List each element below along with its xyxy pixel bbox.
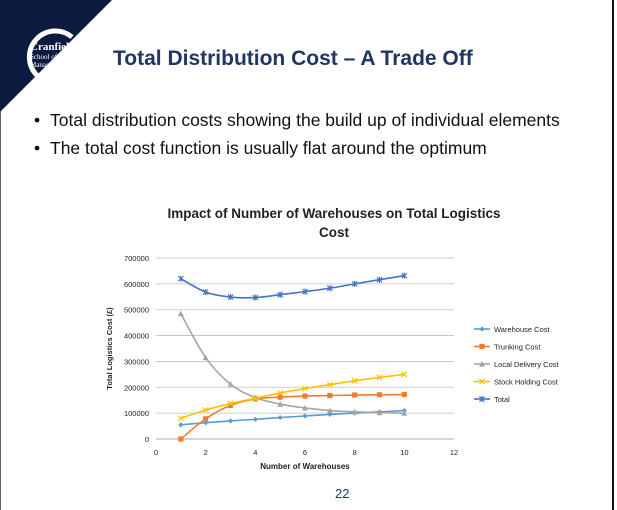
brand-line-3: Management xyxy=(30,61,67,69)
x-tick-label: 2 xyxy=(204,448,208,457)
brand-logo: Cranfield School of Management xyxy=(30,42,82,69)
data-point xyxy=(252,395,259,402)
series-line xyxy=(180,313,405,414)
x-tick-label: 0 xyxy=(154,448,158,457)
legend-swatch-marker xyxy=(479,395,485,403)
legend-swatch-marker xyxy=(479,360,485,367)
data-point xyxy=(327,392,333,399)
data-point xyxy=(401,272,408,279)
legend-swatch-marker xyxy=(479,326,485,332)
data-point xyxy=(227,293,234,301)
data-point xyxy=(227,418,234,424)
x-tick-label: 8 xyxy=(353,448,357,457)
data-point xyxy=(376,276,383,283)
legend-label: Warehouse Cost xyxy=(494,325,550,334)
data-point xyxy=(401,391,407,398)
data-point xyxy=(178,436,184,442)
logistics-cost-chart: Impact of Number of Warehouses on Total … xyxy=(105,206,560,471)
brand-line-1: Cranfield xyxy=(30,41,76,53)
data-point xyxy=(351,377,358,384)
data-point xyxy=(301,385,309,392)
chart-title-line: Impact of Number of Warehouses on Total … xyxy=(167,206,500,221)
brand-corner-shape xyxy=(0,0,112,112)
bullet-list: • Total distribution costs showing the bu… xyxy=(34,108,560,164)
legend-label: Stock Holding Cost xyxy=(494,378,559,387)
data-point xyxy=(252,294,259,301)
data-point xyxy=(277,394,283,400)
legend-label: Local Delivery Cost xyxy=(494,360,560,369)
data-point xyxy=(202,354,209,361)
series-line xyxy=(180,393,405,440)
data-point xyxy=(302,404,308,411)
data-point xyxy=(178,422,184,428)
data-point xyxy=(277,291,284,298)
slide-right-border xyxy=(612,0,614,510)
legend-swatch-marker xyxy=(478,378,486,385)
brand-line-2: School of xyxy=(30,53,58,61)
data-point xyxy=(376,374,383,381)
y-tick-label: 100000 xyxy=(124,409,149,418)
data-point xyxy=(326,407,333,414)
chart-title-line: Cost xyxy=(319,225,350,240)
y-tick-label: 700000 xyxy=(124,254,149,263)
data-point xyxy=(302,393,308,399)
series-line xyxy=(180,274,405,299)
x-tick-label: 6 xyxy=(303,448,307,457)
y-tick-label: 200000 xyxy=(124,383,149,392)
y-tick-label: 400000 xyxy=(124,332,149,341)
legend-label: Trunking Cost xyxy=(494,343,541,352)
data-point xyxy=(252,416,258,422)
data-point xyxy=(401,410,408,416)
data-point xyxy=(277,389,284,396)
x-tick-label: 10 xyxy=(400,448,408,457)
data-point xyxy=(202,407,209,414)
legend-swatch-marker xyxy=(479,343,485,350)
y-tick-label: 600000 xyxy=(124,280,149,289)
legend-label: Total xyxy=(494,395,510,404)
x-tick-label: 4 xyxy=(253,448,257,457)
data-point xyxy=(277,400,284,407)
data-point xyxy=(326,381,333,388)
data-point xyxy=(177,275,184,282)
bullet-text: Total distribution costs showing the bui… xyxy=(50,110,560,130)
data-point xyxy=(227,400,234,407)
page-number: 22 xyxy=(335,486,350,501)
bullet-text: The total cost function is usually flat … xyxy=(50,138,487,158)
data-point xyxy=(376,392,383,398)
series-line xyxy=(180,373,405,420)
data-point xyxy=(227,381,234,387)
y-tick-label: 500000 xyxy=(124,306,149,315)
slide-left-border xyxy=(0,0,1,510)
data-point xyxy=(302,413,308,419)
data-point xyxy=(227,402,234,408)
data-point xyxy=(351,280,358,287)
x-tick-label: 12 xyxy=(450,448,458,457)
data-point xyxy=(177,310,184,317)
data-point xyxy=(326,285,333,292)
data-point xyxy=(177,415,184,422)
x-axis-title: Number of Warehouses xyxy=(260,462,350,471)
y-tick-label: 300000 xyxy=(124,357,149,366)
bullet-item: • Total distribution costs showing the bu… xyxy=(34,110,560,130)
data-point xyxy=(203,416,209,422)
data-point xyxy=(376,409,383,416)
y-tick-label: 0 xyxy=(145,435,149,444)
data-point xyxy=(351,408,358,415)
data-point xyxy=(401,371,408,378)
y-axis-title: Total Logistics Cost (£) xyxy=(105,307,114,390)
data-point xyxy=(202,289,209,296)
bullet-item: • The total cost function is usually flat… xyxy=(34,138,487,158)
data-point xyxy=(352,392,358,398)
data-point xyxy=(302,288,308,295)
data-point xyxy=(277,414,283,421)
slide-title: Total Distribution Cost – A Trade Off xyxy=(113,47,473,70)
